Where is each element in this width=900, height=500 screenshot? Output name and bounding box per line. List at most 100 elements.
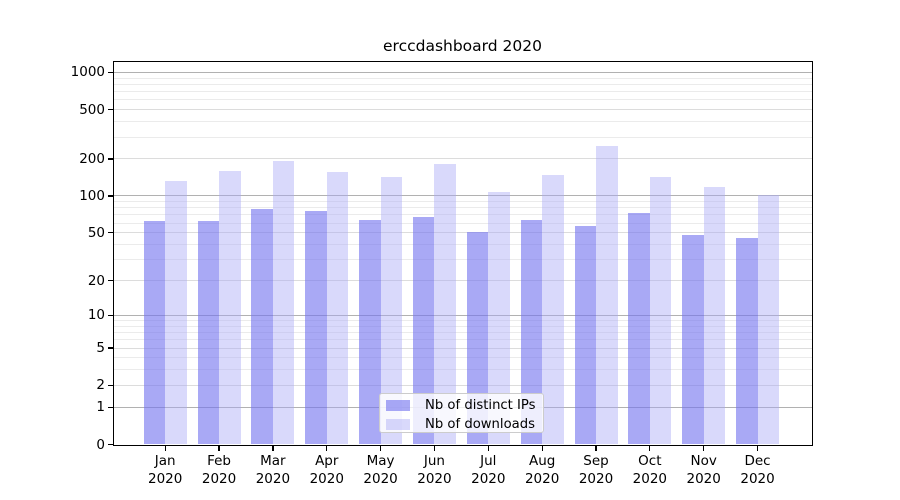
bar-downloads	[219, 170, 241, 445]
bar-downloads	[165, 181, 187, 445]
gridline	[113, 136, 812, 138]
bar-distinct-ips	[197, 220, 220, 445]
x-tick-mark	[218, 445, 220, 451]
bar-distinct-ips	[520, 219, 543, 445]
y-tick-label: 200	[79, 150, 105, 167]
x-tick-label: Jun 2020	[417, 453, 452, 487]
x-tick-label: May 2020	[363, 453, 398, 487]
gridline	[113, 332, 812, 334]
x-tick-label: Nov 2020	[686, 453, 721, 487]
y-tick-label: 10	[87, 307, 105, 324]
x-tick-label: Oct 2020	[632, 453, 668, 487]
gridline	[113, 99, 812, 101]
x-tick-label: Dec 2020	[740, 453, 775, 487]
y-tick-label: 100	[79, 187, 105, 204]
bar-distinct-ips	[359, 219, 381, 445]
y-tick-mark	[108, 347, 113, 349]
y-tick-mark	[108, 384, 113, 386]
x-tick-mark	[164, 445, 166, 451]
gridline	[113, 207, 812, 209]
legend-item-label: Nb of downloads	[425, 417, 535, 432]
x-tick-mark	[649, 445, 651, 451]
y-tick-mark	[108, 443, 113, 446]
y-tick-label: 1000	[70, 64, 105, 81]
legend-item: Nb of downloads	[386, 415, 535, 434]
x-tick-mark	[756, 445, 759, 451]
gridline	[113, 325, 812, 327]
x-tick-mark	[595, 445, 597, 451]
x-tick-mark	[272, 445, 274, 451]
gridline	[113, 77, 812, 79]
bar-downloads	[542, 175, 564, 445]
y-tick-mark	[108, 195, 113, 197]
y-tick-label: 0	[96, 436, 105, 453]
legend-swatch	[386, 400, 410, 411]
bar-downloads	[380, 176, 403, 445]
x-tick-mark	[703, 445, 705, 451]
y-tick-mark	[108, 314, 113, 316]
gridline	[113, 369, 812, 371]
bar-distinct-ips	[736, 238, 758, 445]
bar-downloads	[434, 164, 456, 445]
bar-downloads	[757, 194, 780, 445]
gridline	[113, 320, 812, 321]
x-tick-mark	[379, 445, 382, 451]
legend-item-label: Nb of distinct IPs	[425, 398, 536, 413]
gridline	[113, 314, 812, 316]
bar-distinct-ips	[305, 211, 327, 445]
x-tick-mark	[487, 445, 489, 451]
x-tick-label: Feb 2020	[201, 453, 237, 487]
y-tick-mark	[108, 109, 113, 111]
bar-distinct-ips	[682, 234, 704, 445]
legend-item: Nb of distinct IPs	[386, 396, 536, 415]
y-tick-label: 50	[87, 224, 105, 241]
bar-downloads	[649, 176, 672, 445]
y-tick-label: 500	[79, 101, 105, 118]
gridline	[113, 214, 812, 216]
bar-downloads	[488, 191, 510, 445]
bar-distinct-ips	[574, 225, 596, 445]
bar-downloads	[326, 171, 349, 445]
chart-title: erccdashboard 2020	[383, 37, 542, 55]
gridline	[113, 201, 812, 203]
gridline	[113, 259, 812, 261]
bar-distinct-ips	[251, 208, 273, 445]
x-tick-mark	[541, 445, 543, 451]
gridline	[113, 109, 812, 111]
gridline	[113, 357, 812, 359]
x-tick-mark	[326, 445, 328, 451]
y-tick-mark	[108, 232, 113, 234]
bar-downloads	[596, 146, 618, 445]
bar-distinct-ips	[466, 231, 489, 445]
x-tick-label: Jul 2020	[471, 453, 506, 487]
gridline	[113, 158, 812, 160]
bar-downloads	[272, 161, 295, 445]
gridline	[113, 222, 812, 224]
gridline	[113, 83, 812, 85]
y-tick-mark	[108, 71, 113, 74]
y-tick-mark	[108, 158, 113, 160]
bar-downloads	[703, 187, 726, 445]
x-tick-label: Sep 2020	[578, 453, 614, 487]
gridline	[113, 91, 812, 93]
gridline	[113, 195, 812, 197]
gridline	[113, 121, 812, 123]
gridline	[113, 339, 812, 341]
x-tick-label: Apr 2020	[309, 453, 344, 487]
legend: Nb of distinct IPs Nb of downloads	[379, 393, 544, 433]
bar-distinct-ips	[628, 212, 650, 445]
gridline	[113, 384, 812, 386]
gridline	[113, 71, 812, 73]
gridline	[113, 280, 812, 282]
y-tick-label: 5	[96, 340, 105, 356]
x-tick-mark	[433, 445, 436, 451]
x-tick-label: Mar 2020	[255, 453, 291, 487]
gridline	[113, 347, 812, 349]
bar-distinct-ips	[412, 217, 435, 445]
x-tick-label: Jan 2020	[148, 453, 183, 487]
y-tick-mark	[108, 406, 113, 408]
bar-distinct-ips	[143, 221, 166, 445]
gridline	[113, 232, 812, 234]
y-tick-label: 20	[87, 272, 105, 289]
